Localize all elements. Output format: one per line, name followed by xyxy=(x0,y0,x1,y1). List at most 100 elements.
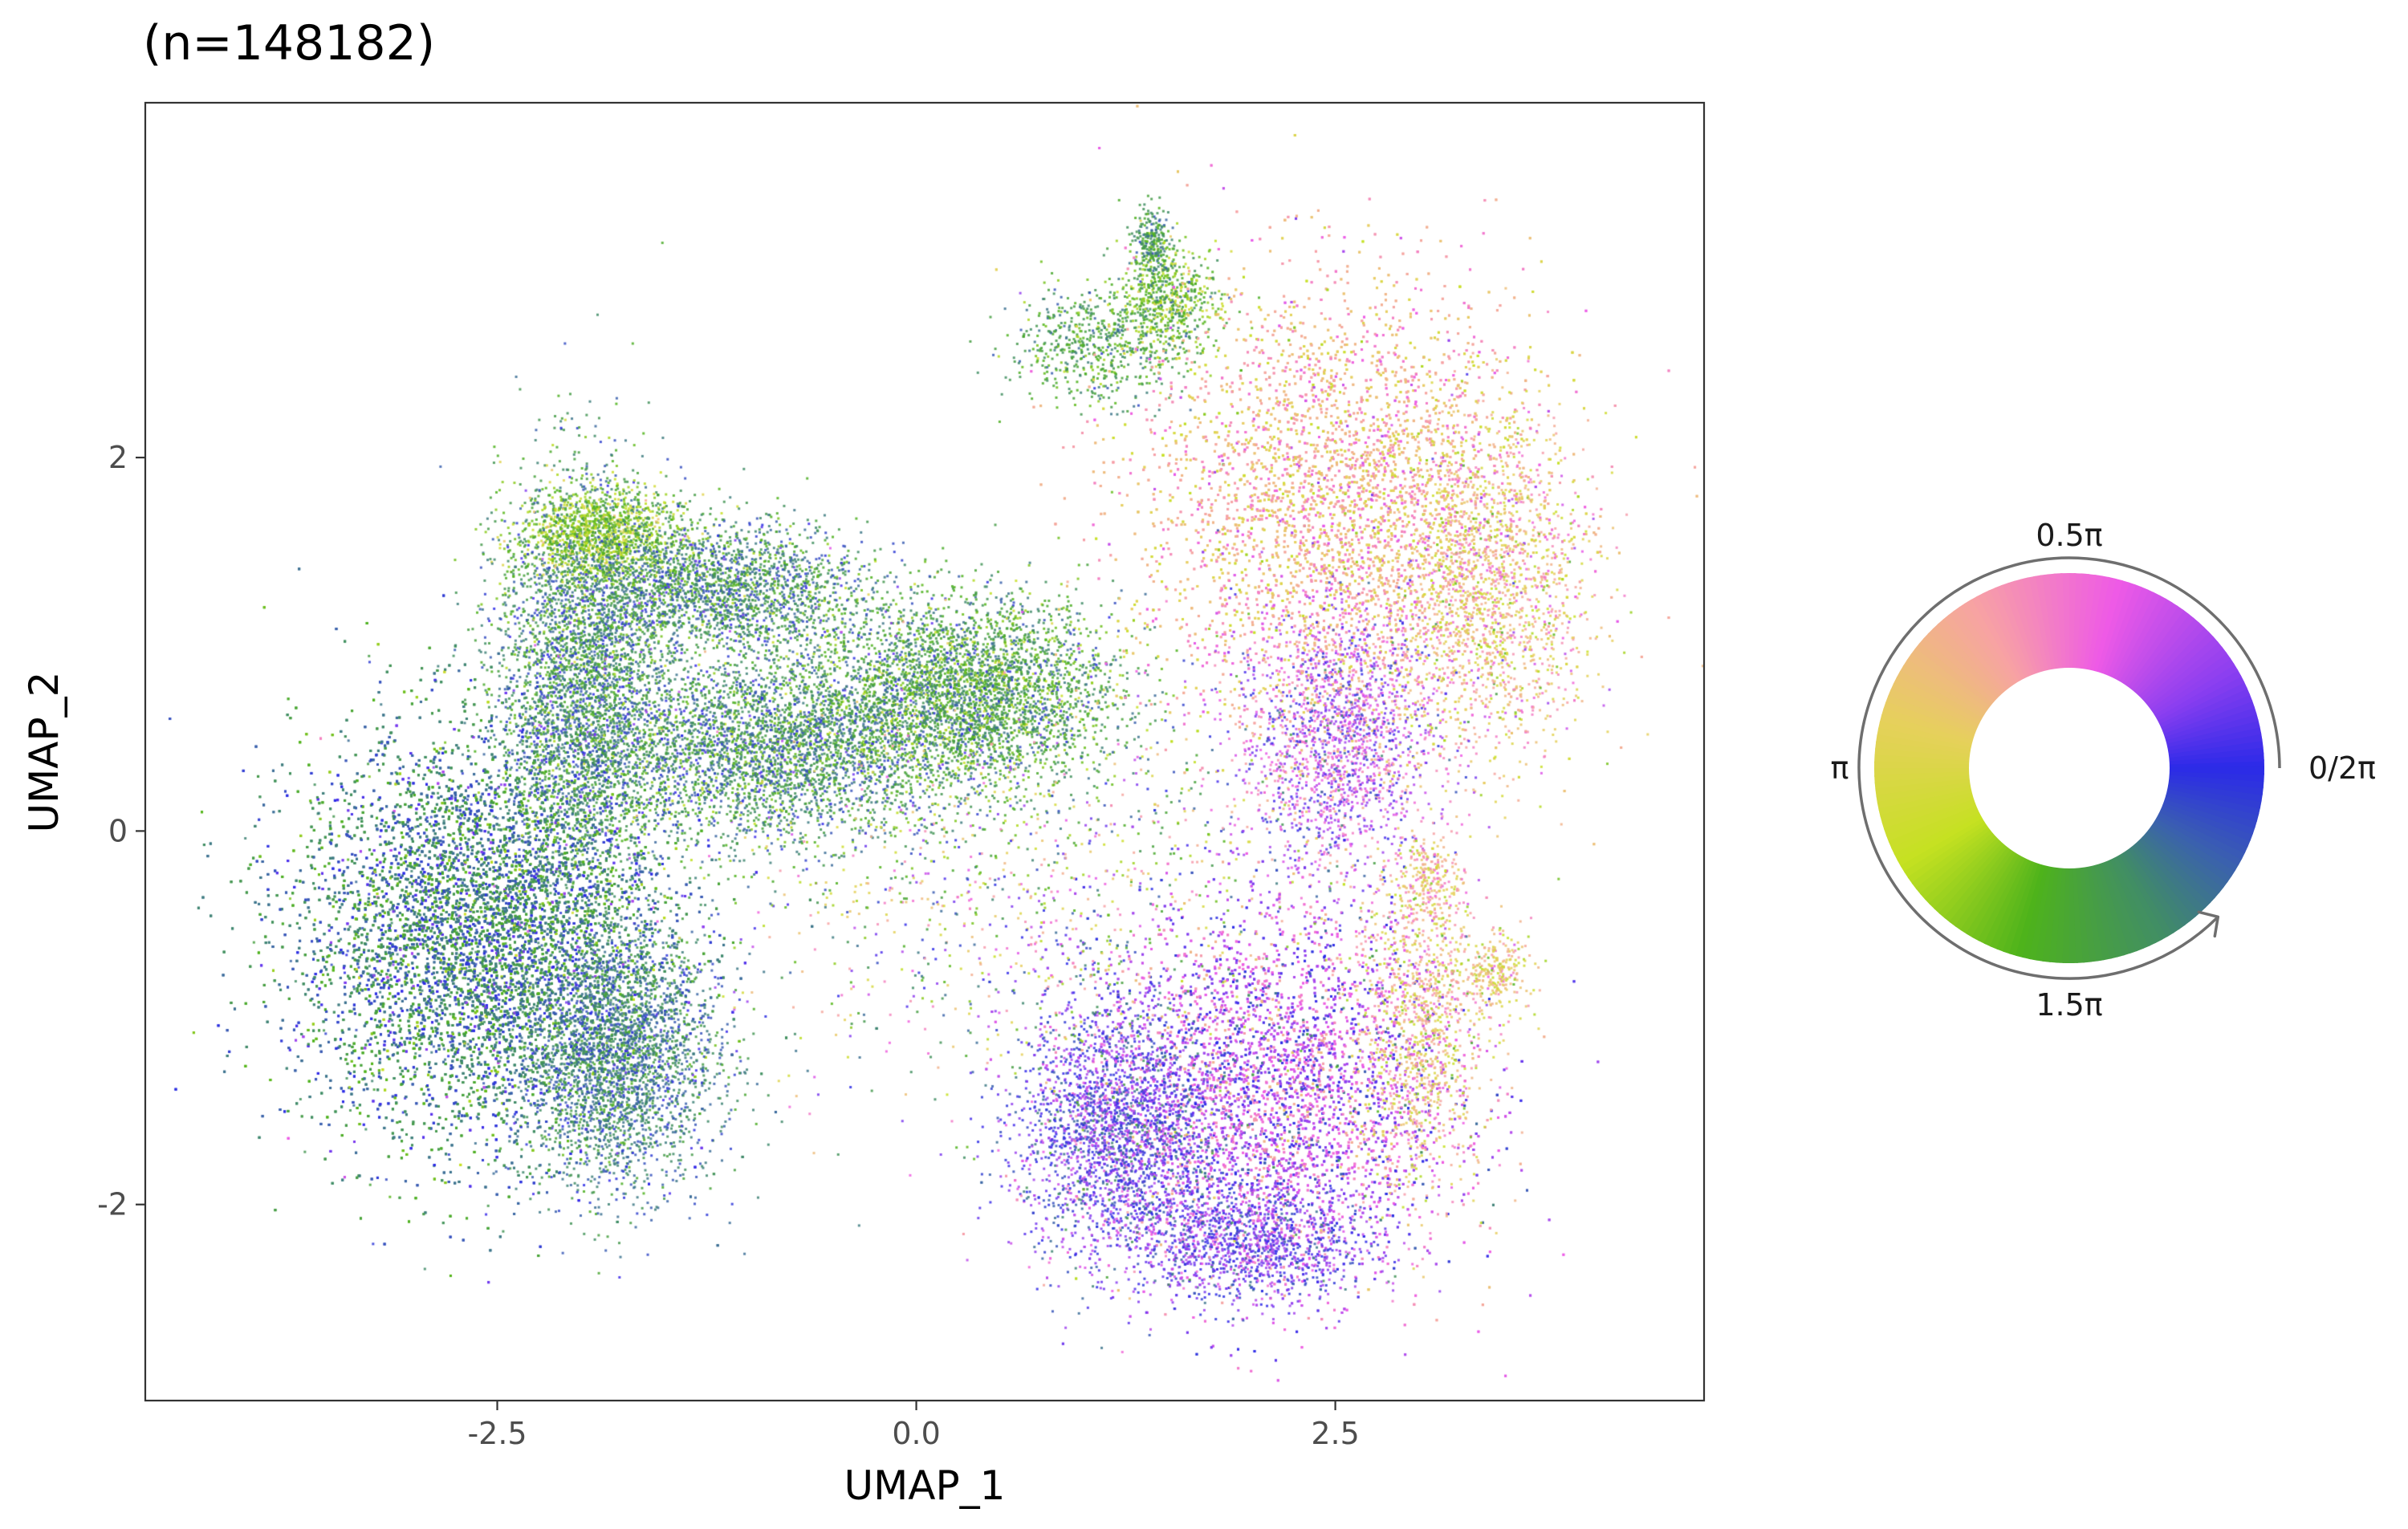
phase-direction-arc xyxy=(1857,556,2281,980)
y-tick-label: 2 xyxy=(108,440,128,475)
phase-wheel-segment xyxy=(2148,657,2235,718)
phase-wheel-segment xyxy=(1885,801,1981,844)
phase-wheel-segment xyxy=(1910,648,1994,713)
phase-wheel-segment xyxy=(2075,573,2090,673)
phase-wheel-segment xyxy=(1922,632,2000,705)
phase-wheel-segment xyxy=(1924,832,2001,905)
wheel-label-pi: π xyxy=(1831,750,1849,786)
phase-wheel-segment xyxy=(2164,777,2264,795)
phase-wheel-segment xyxy=(2111,852,2163,944)
phase-wheel-segment xyxy=(1954,846,2016,931)
phase-wheel-segment xyxy=(1896,670,1987,724)
phase-wheel-segment xyxy=(2154,809,2246,860)
phase-wheel-segment xyxy=(2085,575,2110,674)
phase-wheel-segment xyxy=(2125,843,2191,926)
phase-wheel-segment xyxy=(2150,663,2239,720)
phase-wheel-segment xyxy=(2141,829,2220,899)
phase-wheel-segment xyxy=(2144,646,2227,712)
phase-wheel-segment xyxy=(1932,623,2005,700)
wheel-label-half-pi: 0.5π xyxy=(2036,518,2102,553)
x-tick-label: 2.5 xyxy=(1311,1416,1359,1451)
phase-wheel-segment xyxy=(2015,860,2048,958)
y-axis-ticks: -2 0 2 xyxy=(97,440,145,1222)
phase-wheel-segment xyxy=(1918,637,1998,707)
phase-wheel-segment xyxy=(2133,621,2205,699)
y-tick-label: -2 xyxy=(97,1187,128,1222)
phase-wheel-segment xyxy=(1877,727,1975,753)
phase-wheel-segment xyxy=(1877,721,1976,750)
phase-wheel-segment xyxy=(2062,864,2072,964)
phase-wheel-segment xyxy=(1987,587,2034,681)
phase-wheel-segment xyxy=(2164,780,2263,803)
phase-wheel-segment xyxy=(1897,813,1987,868)
phase-wheel-segment xyxy=(1919,830,1999,901)
phase-wheel-segment xyxy=(2120,847,2180,934)
phase-wheel-segment xyxy=(1995,857,2038,953)
phase-wheel-segment xyxy=(2165,766,2265,775)
phase-wheel-segment xyxy=(2048,864,2064,963)
y-axis-title: UMAP_2 xyxy=(21,672,67,833)
phase-wheel-segment xyxy=(1902,659,1990,718)
phase-wheel-segment xyxy=(1893,676,1985,727)
phase-wheel-segment xyxy=(1983,854,2032,948)
phase-wheel-segment xyxy=(2035,863,2057,962)
phase-direction-arrowhead-icon xyxy=(2197,910,2220,938)
phase-wheel-segment xyxy=(2142,826,2225,894)
phase-wheel-segment xyxy=(2110,592,2162,684)
y-tick-label: 0 xyxy=(108,813,128,848)
phase-wheel-segment xyxy=(2113,595,2167,685)
phase-wheel-segment xyxy=(1960,848,2020,935)
wheel-label-one-half-pi: 1.5π xyxy=(2036,987,2102,1023)
phase-wheel-segment xyxy=(2161,793,2258,829)
phase-wheel-segment xyxy=(1990,856,2035,950)
phase-wheel-segment xyxy=(2002,858,2041,954)
phase-wheel-segment xyxy=(1893,810,1985,862)
plot-panel-border xyxy=(144,101,1706,1402)
phase-wheel-segment xyxy=(1876,734,1975,756)
phase-wheel-segment xyxy=(1881,707,1978,743)
phase-wheel-segment xyxy=(1887,689,1982,734)
phase-wheel-segment xyxy=(1949,844,2014,928)
phase-wheel-segment xyxy=(2163,783,2262,809)
phase-wheel-segment xyxy=(2146,652,2231,714)
phase-wheel-segment xyxy=(2131,839,2202,918)
phase-wheel-segment xyxy=(2125,608,2190,693)
phase-wheel-segment xyxy=(2105,856,2151,950)
phase-wheel-segment xyxy=(2135,626,2210,701)
phase-wheel-segment xyxy=(1873,761,1974,771)
phase-wheel-segment xyxy=(1975,592,2028,684)
phase-wheel-segment xyxy=(1947,610,2013,693)
phase-wheel-segment xyxy=(2138,832,2216,904)
phase-wheel-segment xyxy=(1970,596,2024,685)
phase-wheel-segment xyxy=(2097,582,2137,678)
phase-wheel-segment xyxy=(2140,636,2219,706)
phase-wheel-segment xyxy=(2155,806,2249,854)
phase-wheel-segment xyxy=(1929,835,2003,910)
phase-wheel-segment xyxy=(1900,816,1988,873)
phase-wheel-segment xyxy=(2145,823,2229,889)
phase-wheel-segment xyxy=(2114,851,2169,941)
phase-wheel-segment xyxy=(2142,640,2223,710)
phase-wheel-segment xyxy=(2130,617,2200,697)
x-axis-title: UMAP_1 xyxy=(844,1462,1006,1509)
phase-wheel-segment xyxy=(2157,803,2251,848)
phase-wheel-segment xyxy=(1891,807,1983,856)
phase-wheel-segment xyxy=(2107,588,2155,682)
phase-wheel-segment xyxy=(2022,861,2051,960)
phase-wheel-segment xyxy=(1942,614,2011,695)
phase-wheel-segment xyxy=(2116,598,2173,687)
phase-wheel-segment xyxy=(2067,572,2076,673)
phase-wheel-segment xyxy=(2078,574,2097,673)
phase-wheel-segment xyxy=(2136,834,2211,909)
phase-wheel-segment xyxy=(2158,693,2253,735)
phase-wheel-segment xyxy=(2138,631,2215,704)
phase-wheel-segment xyxy=(2102,856,2145,952)
phase-wheel-segment xyxy=(1888,803,1982,850)
phase-wheel-segment xyxy=(1994,584,2036,680)
phase-wheel-segment xyxy=(2159,796,2255,836)
phase-wheel-segment xyxy=(2165,774,2264,789)
phase-wheel-segment xyxy=(2123,845,2186,930)
x-tick-label: 0.0 xyxy=(892,1416,940,1451)
